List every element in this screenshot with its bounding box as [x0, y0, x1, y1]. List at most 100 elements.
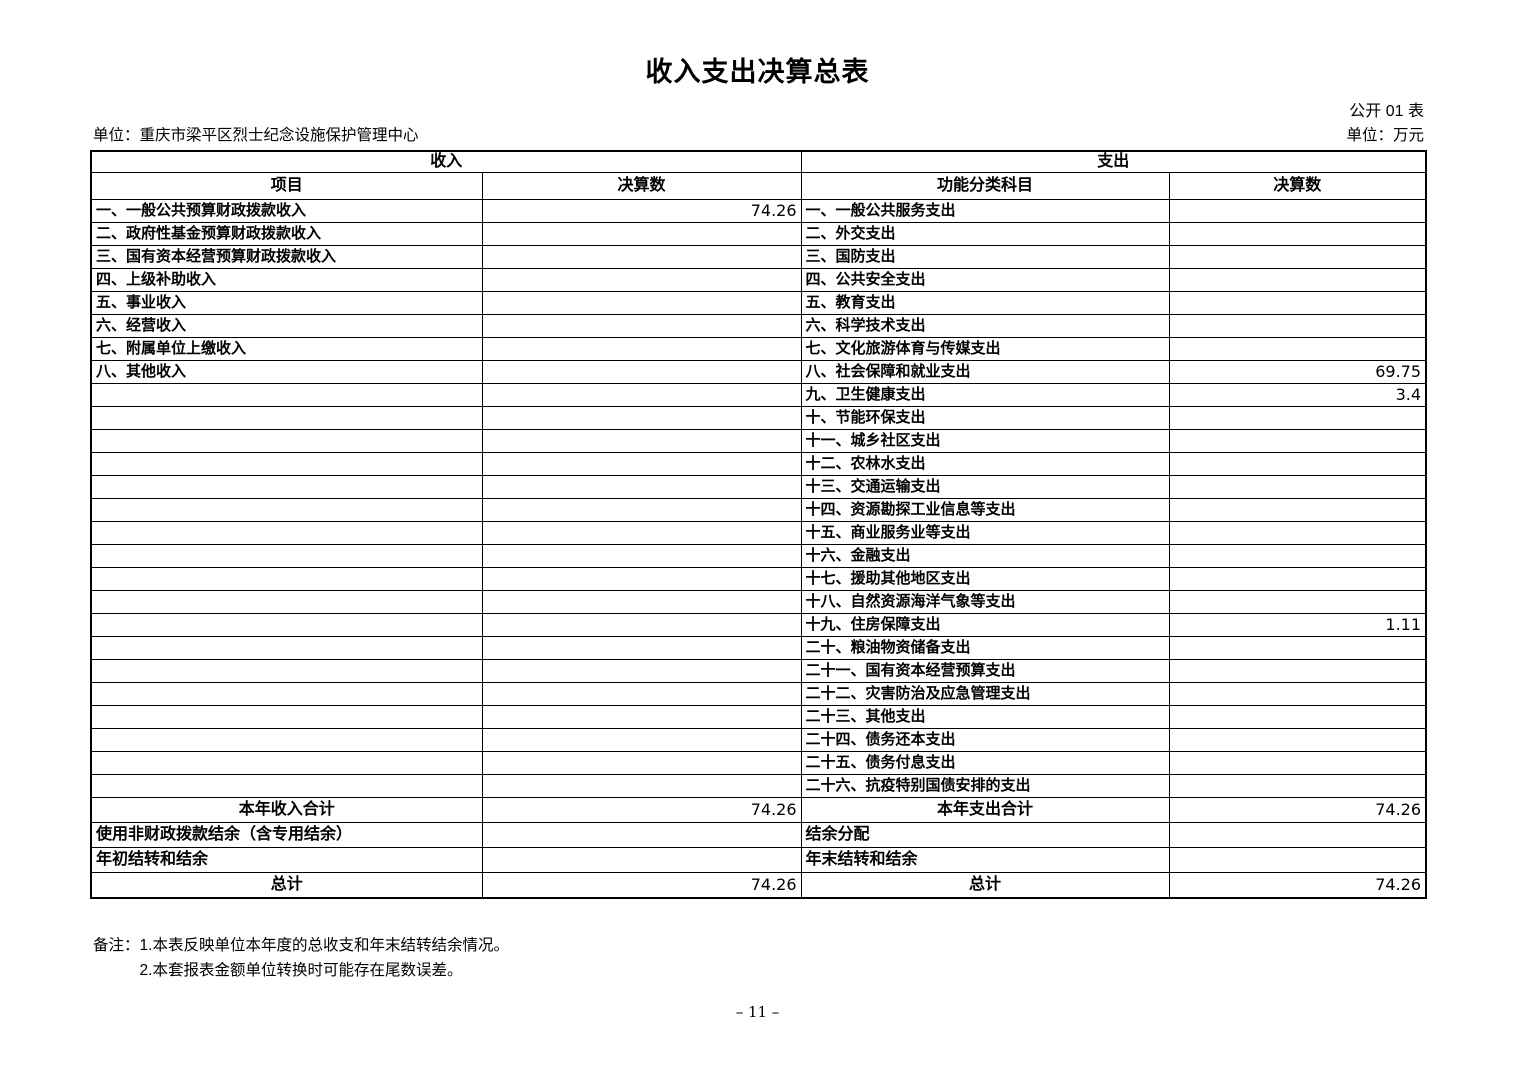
table-row: 二十六、抗疫特别国债安排的支出: [90, 774, 1427, 798]
label-cell: 二、外交支出: [800, 222, 1170, 246]
page-number: – 11 –: [735, 1003, 780, 1021]
summary-value-cell: 74.26: [1168, 872, 1427, 899]
label-cell: 八、其他收入: [90, 360, 483, 384]
value-cell: [481, 544, 802, 568]
value-cell: [481, 774, 802, 798]
value-cell: 69.75: [1168, 360, 1427, 384]
table-row: 二十二、灾害防治及应急管理支出: [90, 682, 1427, 706]
table-row: 三、国有资本经营预算财政拨款收入 三、国防支出: [90, 245, 1427, 269]
label-cell: [90, 406, 483, 430]
summary-label-cell: 本年收入合计: [90, 797, 483, 823]
label-cell: 五、事业收入: [90, 291, 483, 315]
label-cell: [90, 544, 483, 568]
value-cell: [1168, 705, 1427, 729]
value-cell: [481, 682, 802, 706]
income-section-header: 收入: [90, 150, 802, 173]
value-cell: [481, 567, 802, 591]
label-cell: 二十、粮油物资储备支出: [800, 636, 1170, 660]
label-cell: 二十五、债务付息支出: [800, 751, 1170, 775]
section-header-row: 收入 支出: [90, 150, 1427, 173]
value-cell: [481, 705, 802, 729]
label-cell: [90, 636, 483, 660]
summary-value-cell: [1168, 822, 1427, 848]
label-cell: 六、科学技术支出: [800, 314, 1170, 338]
label-cell: 二十二、灾害防治及应急管理支出: [800, 682, 1170, 706]
table-row: 二十三、其他支出: [90, 705, 1427, 729]
notes-prefix: 备注：: [93, 937, 140, 954]
table-row: 十八、自然资源海洋气象等支出: [90, 590, 1427, 614]
summary-label-cell: 总计: [800, 872, 1170, 899]
label-cell: [90, 567, 483, 591]
summary-value-cell: [481, 847, 802, 873]
table-row: 十、节能环保支出: [90, 406, 1427, 430]
summary-label-cell: 年初结转和结余: [90, 847, 483, 873]
summary-row: 年初结转和结余 年末结转和结余: [90, 847, 1427, 873]
value-cell: [481, 222, 802, 246]
value-cell: [481, 751, 802, 775]
label-cell: 十三、交通运输支出: [800, 475, 1170, 499]
value-cell: [1168, 268, 1427, 292]
value-cell: [481, 728, 802, 752]
value-cell: [481, 429, 802, 453]
value-cell: [1168, 291, 1427, 315]
value-cell: [1168, 222, 1427, 246]
label-cell: 八、社会保障和就业支出: [800, 360, 1170, 384]
table-row: 二十四、债务还本支出: [90, 728, 1427, 752]
col-header-income-amount: 决算数: [481, 172, 802, 200]
table-row: 二十、粮油物资储备支出: [90, 636, 1427, 660]
notes-lines: 1.本表反映单位本年度的总收支和年末结转结余情况。 2.本套报表金额单位转换时可…: [140, 933, 509, 983]
value-cell: [1168, 521, 1427, 545]
label-cell: [90, 728, 483, 752]
col-header-item: 项目: [90, 172, 483, 200]
value-cell: [1168, 751, 1427, 775]
summary-value-cell: 74.26: [1168, 797, 1427, 823]
value-cell: [1168, 475, 1427, 499]
value-cell: [1168, 567, 1427, 591]
table-row: 十六、金融支出: [90, 544, 1427, 568]
value-cell: [1168, 728, 1427, 752]
table-row: 十二、农林水支出: [90, 452, 1427, 476]
label-cell: [90, 475, 483, 499]
table-row: 二十五、债务付息支出: [90, 751, 1427, 775]
table-row: 十四、资源勘探工业信息等支出: [90, 498, 1427, 522]
table-row: 一、一般公共预算财政拨款收入 74.26 一、一般公共服务支出: [90, 199, 1427, 223]
table-row: 五、事业收入 五、教育支出: [90, 291, 1427, 315]
label-cell: [90, 429, 483, 453]
label-cell: 二十三、其他支出: [800, 705, 1170, 729]
summary-label-cell: 本年支出合计: [800, 797, 1170, 823]
value-cell: [481, 521, 802, 545]
value-cell: [481, 452, 802, 476]
value-cell: [481, 636, 802, 660]
label-cell: 二、政府性基金预算财政拨款收入: [90, 222, 483, 246]
doc-label: 公开 01 表: [1349, 103, 1424, 120]
value-cell: [1168, 429, 1427, 453]
summary-value-cell: 74.26: [481, 797, 802, 823]
label-cell: 九、卫生健康支出: [800, 383, 1170, 407]
note-line-1: 1.本表反映单位本年度的总收支和年末结转结余情况。: [139, 937, 509, 954]
label-cell: [90, 705, 483, 729]
table-row: 十五、商业服务业等支出: [90, 521, 1427, 545]
summary-value-cell: [481, 822, 802, 848]
summary-label-cell: 结余分配: [800, 822, 1170, 848]
value-cell: [1168, 199, 1427, 223]
summary-label-cell: 总计: [90, 872, 483, 899]
note-line-2: 2.本套报表金额单位转换时可能存在尾数误差。: [139, 962, 463, 979]
table-row: 十九、住房保障支出 1.11: [90, 613, 1427, 637]
label-cell: 四、上级补助收入: [90, 268, 483, 292]
table-row: 八、其他收入 八、社会保障和就业支出 69.75: [90, 360, 1427, 384]
value-cell: [481, 268, 802, 292]
summary-row: 本年收入合计 74.26 本年支出合计 74.26: [90, 797, 1427, 823]
label-cell: 三、国有资本经营预算财政拨款收入: [90, 245, 483, 269]
value-cell: [481, 613, 802, 637]
value-cell: [481, 245, 802, 269]
notes-block: 备注： 1.本表反映单位本年度的总收支和年末结转结余情况。 2.本套报表金额单位…: [93, 933, 1515, 983]
label-cell: 七、文化旅游体育与传媒支出: [800, 337, 1170, 361]
table-row: 九、卫生健康支出 3.4: [90, 383, 1427, 407]
label-cell: 十九、住房保障支出: [800, 613, 1170, 637]
table-row: 十七、援助其他地区支出: [90, 567, 1427, 591]
label-cell: 三、国防支出: [800, 245, 1170, 269]
label-cell: 十四、资源勘探工业信息等支出: [800, 498, 1170, 522]
label-cell: [90, 659, 483, 683]
table-row: 十三、交通运输支出: [90, 475, 1427, 499]
table-row: 二十一、国有资本经营预算支出: [90, 659, 1427, 683]
